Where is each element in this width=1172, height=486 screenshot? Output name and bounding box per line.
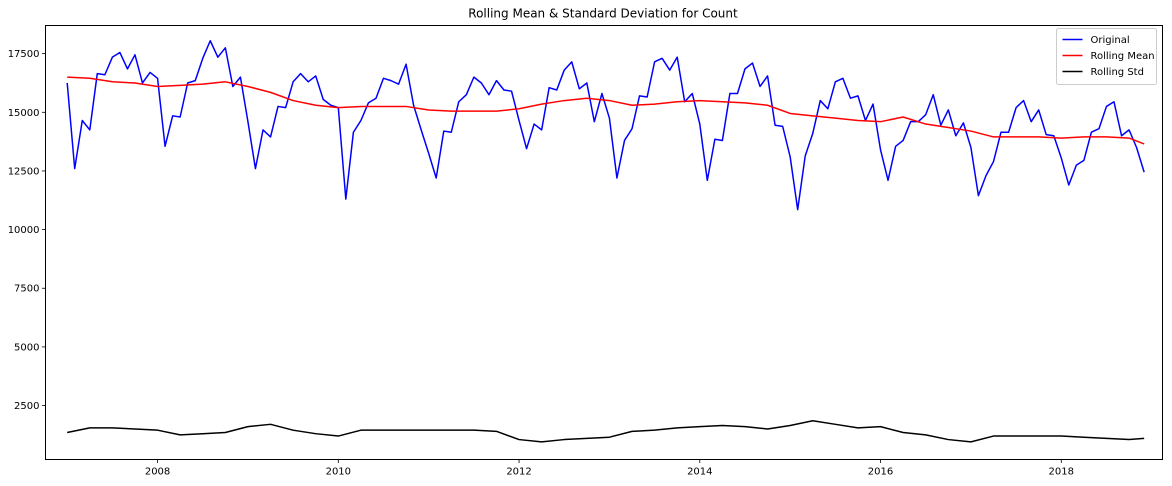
legend-label-rolling-std: Rolling Std bbox=[1091, 67, 1144, 78]
x-axis: 2008 2010 2012 2014 2016 2018 bbox=[145, 459, 1074, 478]
x-tick-label: 2014 bbox=[687, 467, 712, 478]
y-tick-label: 10000 bbox=[8, 225, 40, 236]
y-tick-label: 2500 bbox=[14, 401, 39, 412]
y-tick-label: 17500 bbox=[8, 49, 40, 60]
plot-frame bbox=[45, 25, 1163, 460]
chart-title: Rolling Mean & Standard Deviation for Co… bbox=[468, 7, 738, 21]
x-tick-label: 2010 bbox=[326, 467, 351, 478]
series-line-rolling-mean bbox=[67, 76, 1145, 145]
y-axis: 2500 5000 7500 10000 12500 15000 17500 bbox=[8, 49, 46, 412]
legend-label-rolling-mean: Rolling Mean bbox=[1091, 51, 1155, 62]
y-tick-label: 12500 bbox=[8, 166, 40, 177]
x-tick-label: 2008 bbox=[145, 467, 170, 478]
legend: Original Rolling Mean Rolling Std bbox=[1056, 28, 1157, 85]
series-line-rolling-std bbox=[67, 420, 1145, 443]
y-tick-label: 15000 bbox=[8, 108, 40, 119]
x-tick-label: 2016 bbox=[868, 467, 893, 478]
plot-area bbox=[66, 40, 1145, 443]
y-tick-label: 7500 bbox=[14, 284, 39, 295]
y-tick-label: 5000 bbox=[14, 342, 39, 353]
legend-box bbox=[1056, 28, 1157, 85]
series-line-original bbox=[66, 40, 1145, 211]
x-tick-label: 2018 bbox=[1049, 467, 1074, 478]
x-tick-label: 2012 bbox=[506, 467, 531, 478]
legend-label-original: Original bbox=[1091, 35, 1130, 46]
